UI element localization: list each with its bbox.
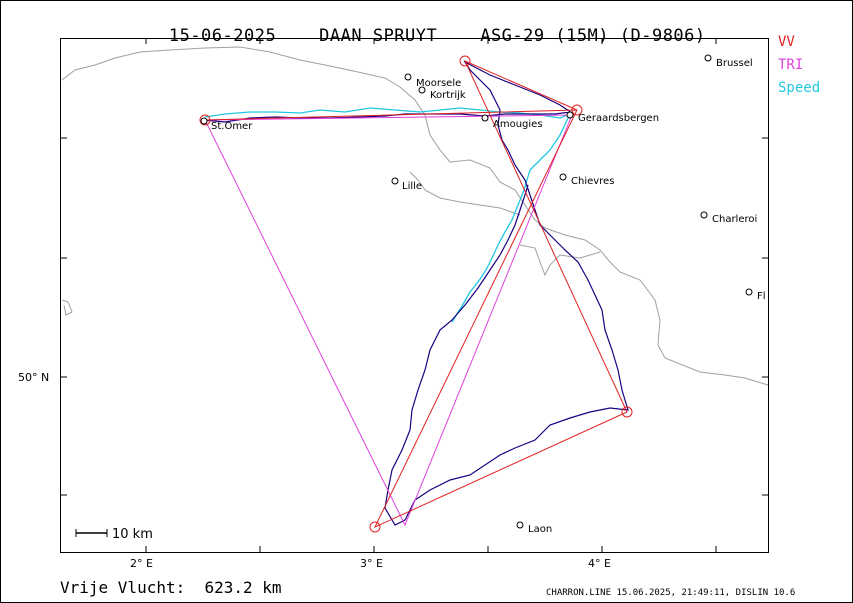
legend-tri: TRI [778, 57, 804, 73]
city-dot-icon [559, 173, 567, 181]
city-dot-icon [200, 117, 208, 125]
software-info: CHARRON.LINE 15.06.2025, 21:49:11, DISLI… [546, 588, 796, 598]
city-fl: Fl [757, 291, 766, 302]
lon-label-3e: 3° E [360, 557, 383, 570]
vv-path [204, 60, 628, 529]
page-title: 15-06-2025 DAAN SPRUYT ASG-29 (15M) (D-9… [0, 6, 853, 46]
city-dot-icon [404, 73, 412, 81]
city-dot-icon [704, 54, 712, 62]
tri-path [204, 114, 573, 527]
speed-track [204, 107, 572, 323]
axis-ticks [60, 38, 768, 552]
lon-label-2e: 2° E [130, 557, 153, 570]
city-charleroi: Charleroi [712, 214, 757, 225]
city-chievres: Chievres [571, 176, 614, 187]
city-amougies: Amougies [493, 119, 543, 130]
city-st-omer: St.Omer [211, 121, 253, 132]
lat-label-50n: 50° N [18, 371, 49, 384]
scale-label: 10 km [112, 527, 153, 542]
lon-label-4e: 4° E [588, 557, 611, 570]
city-brussel: Brussel [716, 58, 753, 69]
legend-speed: Speed [778, 80, 821, 96]
city-dot-icon [745, 288, 753, 296]
vv-turnpoints [199, 55, 633, 533]
scale-bar: 10 km [75, 527, 153, 542]
glider-name: ASG-29 (15M) (D-9806) [480, 26, 706, 46]
city-dot-icon [418, 86, 426, 94]
distance-label: Vrije Vlucht: 623.2 km [60, 578, 282, 597]
turnpoint-marker [621, 406, 633, 418]
city-laon: Laon [528, 524, 552, 535]
legend-vv: VV [778, 34, 795, 50]
turnpoint-marker [369, 521, 381, 533]
flight-date: 15-06-2025 [168, 26, 277, 46]
turnpoint-marker [199, 114, 211, 126]
turnpoint-marker [459, 55, 471, 67]
city-dot-icon [391, 177, 399, 185]
city-dot-icon [566, 111, 574, 119]
city-dot-icon [516, 521, 524, 529]
country-borders [61, 46, 769, 386]
flight-track [202, 60, 629, 526]
city-lille: Lille [402, 181, 422, 192]
city-dot-icon [700, 211, 708, 219]
map-frame [60, 38, 769, 553]
city-kortrijk: Kortrijk [430, 90, 466, 101]
city-moorsele: Moorsele [416, 78, 461, 89]
city-dot-icon [481, 114, 489, 122]
city-geraardsbergen: Geraardsbergen [578, 113, 659, 124]
turnpoint-marker [571, 104, 583, 116]
city-markers: Brussel Moorsele Kortrijk St.Omer Amougi… [200, 54, 766, 535]
pilot-name: DAAN SPRUYT [319, 26, 438, 46]
